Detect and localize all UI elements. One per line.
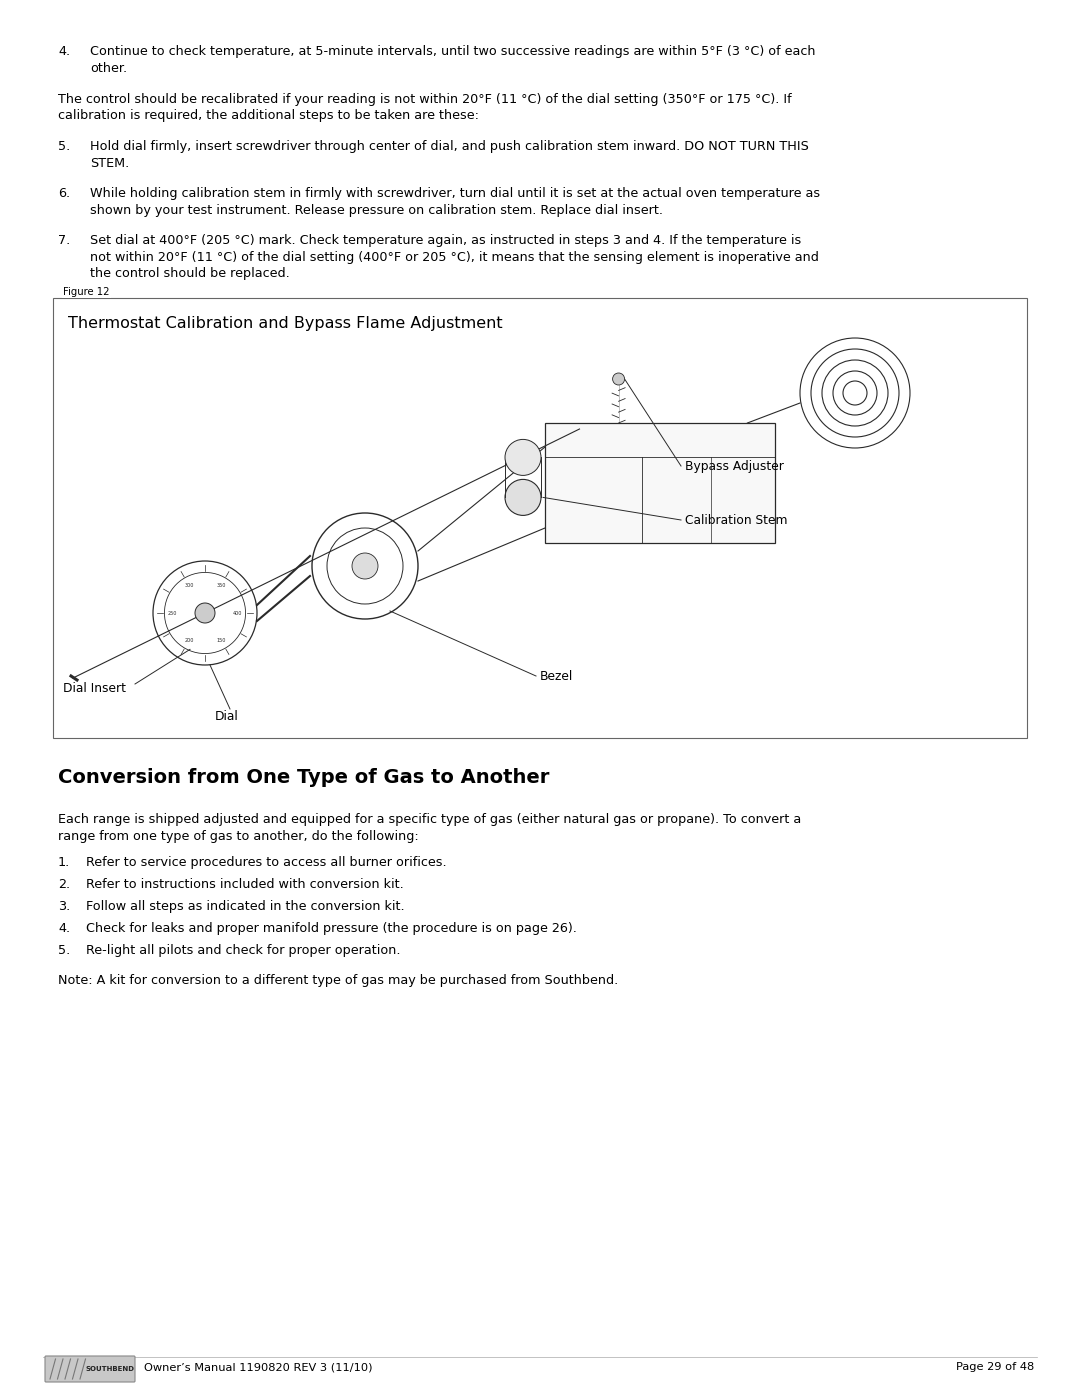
Text: Hold dial firmly, insert screwdriver through center of dial, and push calibratio: Hold dial firmly, insert screwdriver thr… [90, 140, 809, 169]
Text: 150: 150 [216, 638, 226, 644]
Text: Dial: Dial [215, 710, 239, 722]
Text: Calibration Stem: Calibration Stem [685, 514, 787, 527]
Text: 350: 350 [216, 583, 226, 588]
Text: Dial Insert: Dial Insert [63, 682, 126, 694]
Text: 300: 300 [185, 583, 193, 588]
Text: Set dial at 400°F (205 °C) mark. Check temperature again, as instructed in steps: Set dial at 400°F (205 °C) mark. Check t… [90, 235, 819, 279]
Text: 250: 250 [168, 610, 177, 616]
Bar [545, 423, 775, 543]
Text: 5.: 5. [58, 140, 70, 154]
Text: 2.: 2. [58, 877, 70, 891]
Text: 3.: 3. [58, 900, 70, 914]
Text: 200: 200 [185, 638, 193, 644]
Text: Note: A kit for conversion to a different type of gas may be purchased from Sout: Note: A kit for conversion to a differen… [58, 974, 618, 988]
Text: Figure 12: Figure 12 [63, 286, 109, 298]
Text: Continue to check temperature, at 5-minute intervals, until two successive readi: Continue to check temperature, at 5-minu… [90, 45, 815, 74]
Text: 7.: 7. [58, 235, 70, 247]
Text: Refer to instructions included with conversion kit.: Refer to instructions included with conv… [86, 877, 404, 891]
Circle shape [195, 604, 215, 623]
Text: 4.: 4. [58, 922, 70, 935]
Text: Check for leaks and proper manifold pressure (the procedure is on page 26).: Check for leaks and proper manifold pres… [86, 922, 577, 935]
Text: While holding calibration stem in firmly with screwdriver, turn dial until it is: While holding calibration stem in firmly… [90, 187, 820, 217]
Circle shape [612, 373, 624, 386]
Text: Refer to service procedures to access all burner orifices.: Refer to service procedures to access al… [86, 856, 447, 869]
Text: Re-light all pilots and check for proper operation.: Re-light all pilots and check for proper… [86, 944, 401, 957]
Text: 4.: 4. [58, 45, 70, 59]
Text: Page 29 of 48: Page 29 of 48 [956, 1362, 1034, 1372]
Text: Bezel: Bezel [540, 669, 573, 683]
Circle shape [505, 479, 541, 515]
Text: SOUTHBEND: SOUTHBEND [86, 1365, 135, 1372]
Text: Owner’s Manual 1190820 REV 3 (11/10): Owner’s Manual 1190820 REV 3 (11/10) [144, 1362, 373, 1372]
Text: 6.: 6. [58, 187, 70, 200]
Text: Thermostat Calibration and Bypass Flame Adjustment: Thermostat Calibration and Bypass Flame … [68, 316, 502, 331]
Text: 5.: 5. [58, 944, 70, 957]
Text: 1.: 1. [58, 856, 70, 869]
Text: Conversion from One Type of Gas to Another: Conversion from One Type of Gas to Anoth… [58, 768, 550, 787]
Bar [53, 298, 1027, 738]
FancyBboxPatch shape [45, 1356, 135, 1382]
Text: Follow all steps as indicated in the conversion kit.: Follow all steps as indicated in the con… [86, 900, 405, 914]
Text: The control should be recalibrated if your reading is not within 20°F (11 °C) of: The control should be recalibrated if yo… [58, 94, 792, 123]
Text: Each range is shipped adjusted and equipped for a specific type of gas (either n: Each range is shipped adjusted and equip… [58, 813, 801, 842]
Text: Bypass Adjuster: Bypass Adjuster [685, 460, 784, 472]
Text: 400: 400 [232, 610, 242, 616]
Circle shape [505, 440, 541, 475]
Circle shape [352, 553, 378, 578]
